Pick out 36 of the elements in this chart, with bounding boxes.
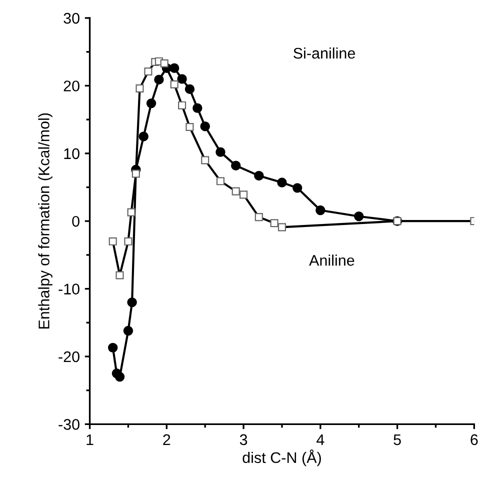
annotation: Aniline bbox=[309, 254, 354, 266]
point bbox=[292, 183, 302, 193]
y-axis-title: Enthalpy of formation (Kcal/mol) bbox=[38, 113, 52, 329]
point bbox=[169, 63, 180, 73]
y-tick-label: -20 bbox=[58, 351, 80, 362]
point bbox=[216, 147, 226, 157]
point bbox=[192, 103, 202, 113]
point bbox=[123, 326, 134, 336]
point bbox=[316, 205, 326, 216]
point bbox=[127, 297, 137, 308]
point bbox=[200, 121, 210, 132]
x-tick-label: 1 bbox=[86, 434, 94, 445]
x-tick-label: 4 bbox=[316, 434, 324, 445]
x-tick-label: 5 bbox=[394, 434, 401, 446]
point bbox=[114, 372, 125, 382]
point bbox=[177, 74, 187, 84]
point bbox=[154, 74, 164, 84]
point bbox=[277, 178, 287, 188]
y-tick-label: 10 bbox=[64, 148, 80, 160]
x-tick-label: 3 bbox=[240, 434, 248, 446]
point bbox=[254, 170, 264, 181]
y-tick-label: -30 bbox=[58, 419, 80, 430]
y-tick-label: 0 bbox=[72, 216, 80, 227]
y-tick-label: 30 bbox=[64, 12, 80, 24]
x-tick-label: 2 bbox=[163, 434, 170, 445]
point bbox=[184, 84, 195, 94]
x-axis-title: dist C-N (Å) bbox=[242, 450, 321, 466]
y-tick-label: 20 bbox=[64, 80, 80, 92]
point bbox=[138, 132, 148, 142]
point bbox=[354, 212, 364, 222]
annotation: Si-aniline bbox=[294, 47, 356, 59]
x-tick-label: 6 bbox=[470, 434, 478, 446]
y-tick-label: -10 bbox=[58, 284, 80, 294]
point bbox=[108, 342, 118, 353]
point bbox=[230, 160, 241, 170]
point bbox=[146, 98, 156, 108]
